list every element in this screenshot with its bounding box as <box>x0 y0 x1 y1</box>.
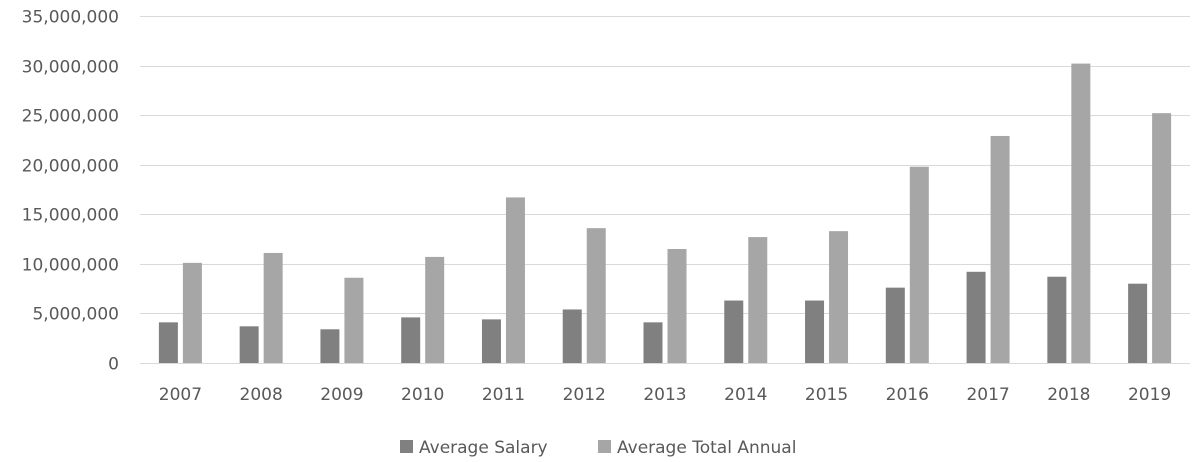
y-tick-label: 25,000,000 <box>22 107 119 127</box>
gridlines <box>140 16 1190 364</box>
y-tick-label: 35,000,000 <box>22 8 119 28</box>
x-tick-label: 2016 <box>886 385 929 405</box>
bar-average-salary-2010 <box>401 317 421 363</box>
bar-average-total-annual-2018 <box>1071 63 1091 364</box>
y-tick-label: 0 <box>108 355 119 375</box>
x-tick-label: 2019 <box>1128 385 1171 405</box>
bar-average-salary-2012 <box>562 309 582 363</box>
bar-average-total-annual-2010 <box>425 256 445 363</box>
x-tick-label: 2009 <box>320 385 363 405</box>
bar-average-total-annual-2019 <box>1152 113 1172 363</box>
bar-average-salary-2009 <box>320 329 340 363</box>
bar-average-total-annual-2016 <box>909 166 929 363</box>
bar-average-salary-2008 <box>239 326 259 363</box>
y-tick-label: 20,000,000 <box>22 157 119 177</box>
bar-average-total-annual-2017 <box>990 135 1010 363</box>
bar-average-total-annual-2014 <box>748 237 768 363</box>
bar-average-salary-2014 <box>724 300 744 363</box>
x-tick-label: 2013 <box>643 385 686 405</box>
bars <box>158 63 1172 364</box>
legend: Average Salary Average Total Annual <box>400 438 796 458</box>
bar-average-total-annual-2007 <box>182 262 202 363</box>
bar-average-salary-2011 <box>481 319 501 363</box>
legend-swatch <box>598 440 611 453</box>
y-tick-label: 10,000,000 <box>22 256 119 276</box>
bar-average-total-annual-2015 <box>829 231 849 363</box>
x-tick-label: 2008 <box>240 385 283 405</box>
x-tick-label: 2014 <box>724 385 767 405</box>
x-tick-label: 2011 <box>482 385 525 405</box>
bar-average-salary-2015 <box>805 300 825 363</box>
bar-average-total-annual-2008 <box>263 252 283 363</box>
x-tick-label: 2010 <box>401 385 444 405</box>
x-tick-label: 2017 <box>966 385 1009 405</box>
bar-average-salary-2013 <box>643 322 663 363</box>
x-axis-ticks: 2007 2008 2009 2010 2011 2012 2013 2014 2015 2016… <box>159 385 1171 405</box>
legend-swatch <box>400 440 413 453</box>
bar-average-salary-2018 <box>1047 276 1067 363</box>
bar-average-total-annual-2012 <box>586 228 606 363</box>
x-tick-label: 2012 <box>563 385 606 405</box>
bar-average-total-annual-2013 <box>667 248 687 363</box>
y-axis-ticks: 0 5,000,000 10,000,000 15,000,000 20,000,000… <box>22 8 119 375</box>
bar-average-salary-2007 <box>158 322 178 363</box>
x-tick-label: 2018 <box>1047 385 1090 405</box>
bar-average-total-annual-2009 <box>344 277 364 363</box>
legend-label: Average Total Annual <box>617 438 796 458</box>
y-tick-label: 30,000,000 <box>22 58 119 78</box>
bar-average-salary-2016 <box>885 287 905 363</box>
x-tick-label: 2007 <box>159 385 202 405</box>
y-tick-label: 5,000,000 <box>32 305 119 325</box>
x-tick-label: 2015 <box>805 385 848 405</box>
bar-average-salary-2019 <box>1128 283 1148 363</box>
bar-average-total-annual-2011 <box>505 197 525 363</box>
legend-label: Average Salary <box>419 438 548 458</box>
y-tick-label: 15,000,000 <box>22 206 119 226</box>
bar-average-salary-2017 <box>966 271 986 363</box>
